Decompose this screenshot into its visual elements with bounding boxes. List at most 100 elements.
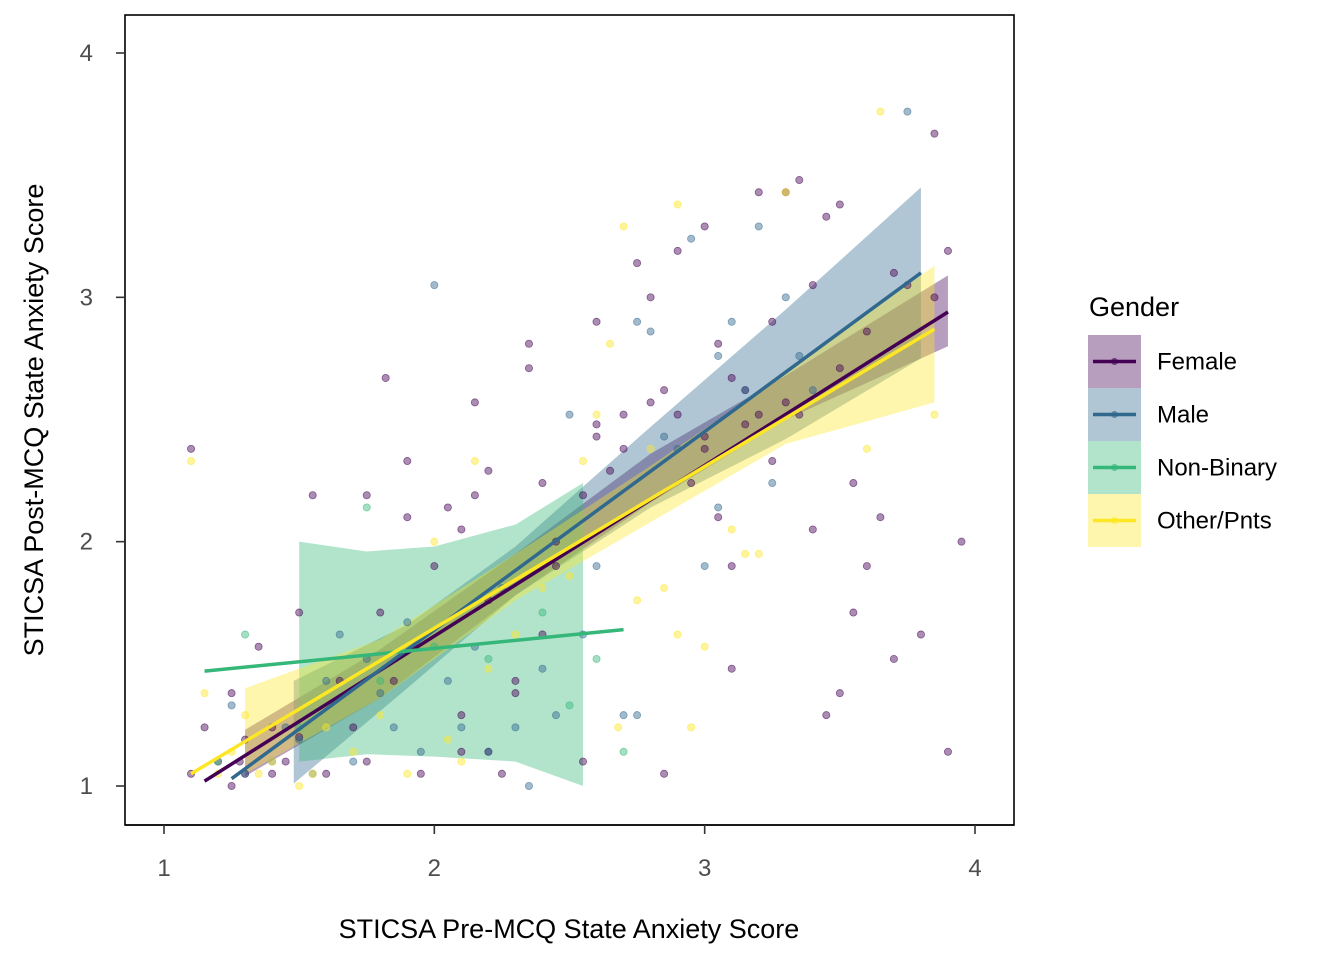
- y-axis: 1 2 3 4: [80, 40, 125, 800]
- ribbon-non-binary: [299, 483, 584, 786]
- point-female: [281, 757, 290, 766]
- point-female: [457, 747, 466, 756]
- point-other-pnts: [606, 339, 615, 348]
- point-male: [484, 747, 493, 756]
- point-other-pnts: [876, 107, 885, 116]
- point-other-pnts: [673, 630, 682, 639]
- point-female: [673, 410, 682, 419]
- point-female: [687, 479, 696, 488]
- point-other-pnts: [727, 525, 736, 534]
- point-female: [227, 782, 236, 791]
- point-female: [646, 293, 655, 302]
- point-other-pnts: [187, 457, 196, 466]
- fit-line-male: [230, 271, 922, 781]
- point-female: [808, 281, 817, 290]
- point-female: [781, 398, 790, 407]
- point-female: [389, 676, 398, 685]
- point-female: [660, 769, 669, 778]
- point-female: [322, 769, 331, 778]
- point-male: [903, 107, 912, 116]
- point-female: [889, 268, 898, 277]
- point-female: [957, 537, 966, 546]
- point-other-pnts: [254, 769, 263, 778]
- point-other-pnts: [614, 723, 623, 732]
- point-male: [335, 630, 344, 639]
- point-female: [768, 457, 777, 466]
- point-male: [524, 782, 533, 791]
- point-female: [862, 327, 871, 336]
- point-female: [349, 723, 358, 732]
- point-female: [295, 733, 304, 742]
- point-female: [524, 364, 533, 373]
- point-other-pnts: [673, 200, 682, 209]
- legend-label-female: Female: [1157, 349, 1237, 376]
- point-female: [660, 386, 669, 395]
- point-male: [754, 222, 763, 231]
- point-other-pnts: [646, 444, 655, 453]
- fit-line-non-binary: [204, 627, 624, 673]
- point-other-pnts: [470, 457, 479, 466]
- point-female: [633, 259, 642, 268]
- confidence-ribbons: [245, 187, 948, 786]
- point-female: [268, 769, 277, 778]
- data-points: [187, 107, 966, 791]
- point-non-binary: [619, 747, 628, 756]
- legend-point-male: [1110, 410, 1119, 419]
- point-non-binary: [241, 630, 250, 639]
- point-male: [511, 723, 520, 732]
- point-male: [768, 479, 777, 488]
- point-male: [660, 432, 669, 441]
- point-female: [381, 373, 390, 382]
- point-female: [795, 176, 804, 185]
- point-other-pnts: [295, 782, 304, 791]
- point-female: [619, 444, 628, 453]
- point-other-pnts: [565, 571, 574, 580]
- point-other-pnts: [862, 444, 871, 453]
- point-female: [295, 608, 304, 617]
- point-female: [876, 513, 885, 522]
- point-female: [835, 200, 844, 209]
- point-female: [592, 432, 601, 441]
- x-tick-label: 2: [428, 855, 441, 882]
- point-other-pnts: [619, 222, 628, 231]
- point-female: [592, 420, 601, 429]
- point-male: [416, 747, 425, 756]
- point-female: [443, 503, 452, 512]
- point-other-pnts: [457, 757, 466, 766]
- point-female: [511, 676, 520, 685]
- point-female: [768, 317, 777, 326]
- point-male: [443, 676, 452, 685]
- legend-point-non-binary: [1110, 463, 1119, 472]
- point-other-pnts: [349, 747, 358, 756]
- point-female: [254, 642, 263, 651]
- legend: Gender Female Male Non-Binary Other/Pnts: [1088, 292, 1277, 547]
- point-male: [633, 317, 642, 326]
- point-other-pnts: [930, 410, 939, 419]
- point-male: [565, 410, 574, 419]
- point-non-binary: [376, 676, 385, 685]
- regression-lines: [190, 271, 949, 783]
- point-female: [835, 364, 844, 373]
- legend-point-other-pnts: [1110, 516, 1119, 525]
- point-female: [943, 246, 952, 255]
- point-female: [200, 723, 209, 732]
- point-female: [727, 664, 736, 673]
- point-female: [889, 654, 898, 663]
- fit-line-other-pnts: [190, 327, 936, 776]
- point-male: [551, 711, 560, 720]
- point-female: [376, 608, 385, 617]
- point-male: [538, 664, 547, 673]
- point-female: [187, 444, 196, 453]
- point-male: [376, 689, 385, 698]
- point-male: [808, 386, 817, 395]
- point-female: [551, 562, 560, 571]
- point-female: [714, 339, 723, 348]
- point-female: [592, 317, 601, 326]
- point-female: [430, 562, 439, 571]
- point-female: [714, 513, 723, 522]
- point-female: [808, 525, 817, 534]
- point-female: [511, 689, 520, 698]
- point-female: [457, 711, 466, 720]
- point-female: [849, 479, 858, 488]
